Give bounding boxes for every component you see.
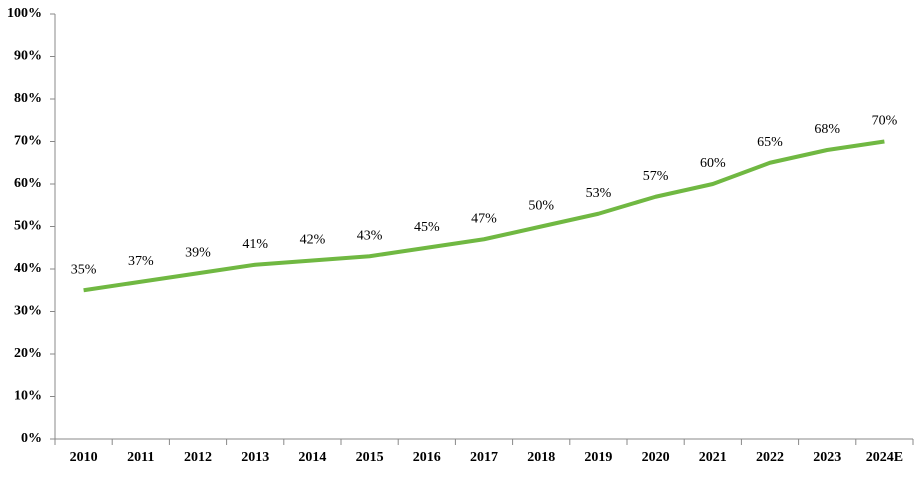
x-tick-label: 2013	[241, 450, 269, 465]
x-tick-label: 2020	[642, 450, 670, 465]
x-tick-label: 2011	[127, 450, 154, 465]
y-tick-label: 40%	[14, 261, 42, 276]
y-tick-label: 60%	[14, 176, 42, 191]
data-label: 39%	[185, 245, 211, 260]
data-label: 41%	[242, 237, 268, 252]
x-tick-label: 2012	[184, 450, 212, 465]
data-label: 65%	[757, 135, 783, 150]
x-tick-label: 2016	[413, 450, 441, 465]
y-tick-label: 50%	[14, 219, 42, 234]
x-tick-label: 2018	[527, 450, 555, 465]
y-tick-label: 100%	[7, 6, 42, 21]
x-tick-label: 2023	[813, 450, 841, 465]
data-label: 53%	[586, 186, 612, 201]
data-label: 45%	[414, 220, 440, 235]
y-tick-label: 90%	[14, 49, 42, 64]
data-label: 70%	[872, 114, 898, 129]
x-tick-label: 2022	[756, 450, 784, 465]
y-tick-label: 30%	[14, 304, 42, 319]
y-tick-label: 80%	[14, 91, 42, 106]
x-tick-label: 2019	[584, 450, 612, 465]
y-tick-label: 0%	[21, 431, 42, 446]
data-label: 47%	[471, 211, 497, 226]
x-tick-label: 2014	[298, 450, 326, 465]
data-label: 60%	[700, 156, 726, 171]
data-label: 43%	[357, 228, 383, 243]
y-tick-label: 70%	[14, 134, 42, 149]
x-tick-label: 2017	[470, 450, 498, 465]
data-label: 50%	[528, 199, 554, 214]
x-tick-label: 2024E	[866, 450, 903, 465]
data-label: 68%	[814, 122, 840, 137]
data-label: 42%	[300, 233, 326, 248]
data-label: 57%	[643, 169, 669, 184]
y-tick-label: 20%	[14, 346, 42, 361]
data-label: 37%	[128, 254, 154, 269]
data-label: 35%	[71, 262, 97, 277]
x-tick-label: 2021	[699, 450, 727, 465]
x-tick-label: 2010	[70, 450, 98, 465]
x-tick-label: 2015	[356, 450, 384, 465]
data-line	[83, 139, 885, 293]
y-tick-label: 10%	[14, 389, 42, 404]
